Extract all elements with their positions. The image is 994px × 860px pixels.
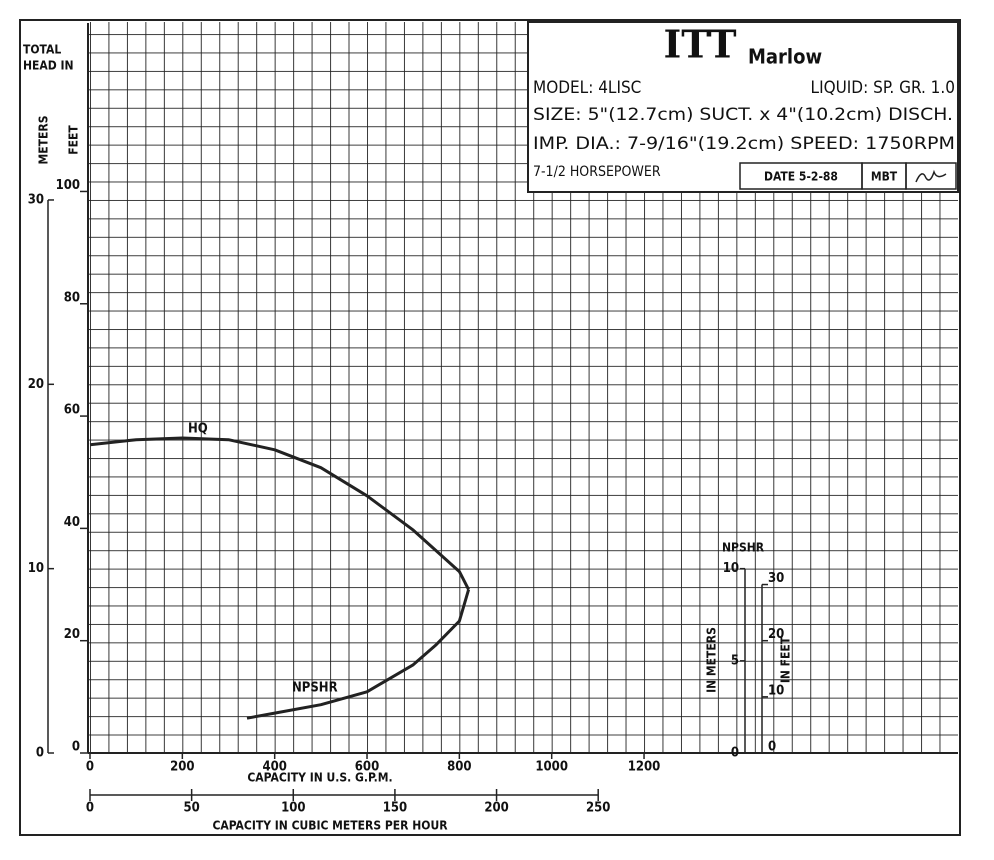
impeller: IMP. DIA.: 7-9/16"(19.2cm) SPEED: 1750RP… xyxy=(533,134,955,154)
x2-tick-label: 150 xyxy=(383,801,407,816)
y-tick-label: 60 xyxy=(64,403,80,418)
y2-tick-label: 20 xyxy=(28,377,44,392)
y2-tick-label: 30 xyxy=(28,192,44,207)
y-axis-title: TOTAL xyxy=(23,43,61,57)
signature xyxy=(915,169,947,183)
logo: ITT xyxy=(664,22,737,67)
x-tick-label: 1200 xyxy=(628,760,661,775)
horsepower: 7-1/2 HORSEPOWER xyxy=(533,164,661,180)
curve-label: NPSHR xyxy=(292,681,338,696)
title-block: ITT Marlow MODEL: 4LISC LIQUID: SP. GR. … xyxy=(527,21,959,193)
y-tick-label: 100 xyxy=(56,178,80,193)
date: DATE 5-2-88 xyxy=(764,170,838,184)
npshr-feet-tick-label: 20 xyxy=(768,627,784,642)
x-tick-label: 600 xyxy=(355,760,379,775)
curve xyxy=(89,436,470,591)
curve xyxy=(246,589,471,720)
drawn-by: MBT xyxy=(871,170,898,184)
x-tick-label: 0 xyxy=(86,760,94,775)
y2-tick-label: 10 xyxy=(28,561,44,576)
x-tick-label: 1000 xyxy=(535,760,568,775)
y-tick-label: 0 xyxy=(72,740,80,755)
npshr-meter-tick-label: 10 xyxy=(723,561,739,576)
x2-tick-label: 100 xyxy=(281,801,305,816)
npshr-feet-tick-label: 30 xyxy=(768,571,784,586)
x-tick-label: 200 xyxy=(170,760,194,775)
x2-axis-label: CAPACITY IN CUBIC METERS PER HOUR xyxy=(212,819,448,833)
x2-tick-label: 0 xyxy=(86,801,94,816)
curve-label: HQ xyxy=(188,422,208,437)
npshr-feet-label: IN FEET xyxy=(779,636,793,683)
model: MODEL: 4LISC xyxy=(533,78,641,98)
npshr-axis-title: NPSHR xyxy=(722,541,765,555)
y2-axis-label: METERS xyxy=(37,116,51,165)
sign-box xyxy=(905,162,957,190)
size: SIZE: 5"(12.7cm) SUCT. x 4"(10.2cm) DISC… xyxy=(533,105,953,125)
npshr-meter-tick-label: 0 xyxy=(731,746,739,761)
npshr-meters-label: IN METERS xyxy=(705,627,719,693)
liquid: LIQUID: SP. GR. 1.0 xyxy=(811,78,955,98)
x-tick-label: 400 xyxy=(262,760,286,775)
brand: Marlow xyxy=(748,45,822,69)
npshr-feet-tick-label: 10 xyxy=(768,683,784,698)
y-axis-title: HEAD IN xyxy=(23,59,74,73)
npshr-meter-tick-label: 5 xyxy=(731,653,739,668)
y-tick-label: 40 xyxy=(64,515,80,530)
y2-tick-label: 0 xyxy=(36,746,44,761)
x2-tick-label: 200 xyxy=(484,801,508,816)
y-tick-label: 20 xyxy=(64,627,80,642)
x2-tick-label: 250 xyxy=(586,801,610,816)
x-axis-label: CAPACITY IN U.S. G.P.M. xyxy=(247,771,392,785)
y-axis-label: FEET xyxy=(67,125,81,155)
y-tick-label: 80 xyxy=(64,290,80,305)
npshr-feet-tick-label: 0 xyxy=(768,740,776,755)
x2-tick-label: 50 xyxy=(183,801,199,816)
x-tick-label: 800 xyxy=(447,760,471,775)
